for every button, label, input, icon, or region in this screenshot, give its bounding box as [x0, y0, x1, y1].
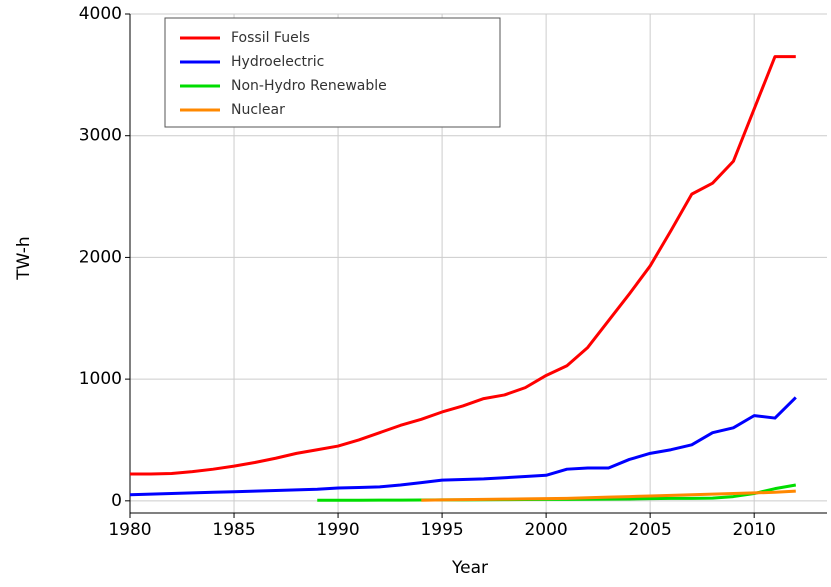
y-axis-label: TW-h	[14, 236, 34, 280]
legend-label: Hydroelectric	[231, 54, 324, 70]
legend-label: Non-Hydro Renewable	[231, 78, 387, 94]
line	[129, 396, 797, 497]
line	[130, 55, 796, 476]
x-tick-label: 2010	[733, 520, 776, 540]
y-tick-label: 4000	[79, 4, 122, 24]
x-tick-label: 1995	[420, 520, 463, 540]
line	[421, 489, 796, 502]
legend-label: Fossil Fuels	[231, 30, 310, 46]
x-tick-label: 1990	[316, 520, 359, 540]
y-tick-label: 1000	[79, 369, 122, 389]
y-tick-label: 0	[111, 491, 122, 511]
legend-label: Nuclear	[231, 102, 285, 118]
y-tick-label: 3000	[79, 126, 122, 146]
x-tick-label: 2000	[524, 520, 567, 540]
x-axis-label: Year	[451, 558, 488, 578]
x-tick-label: 2005	[629, 520, 672, 540]
x-tick-label: 1980	[108, 520, 151, 540]
legend-box	[164, 17, 501, 128]
y-tick-label: 2000	[79, 247, 122, 267]
x-tick-label: 1985	[212, 520, 255, 540]
